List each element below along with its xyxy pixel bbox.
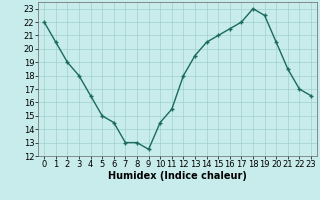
X-axis label: Humidex (Indice chaleur): Humidex (Indice chaleur)	[108, 171, 247, 181]
